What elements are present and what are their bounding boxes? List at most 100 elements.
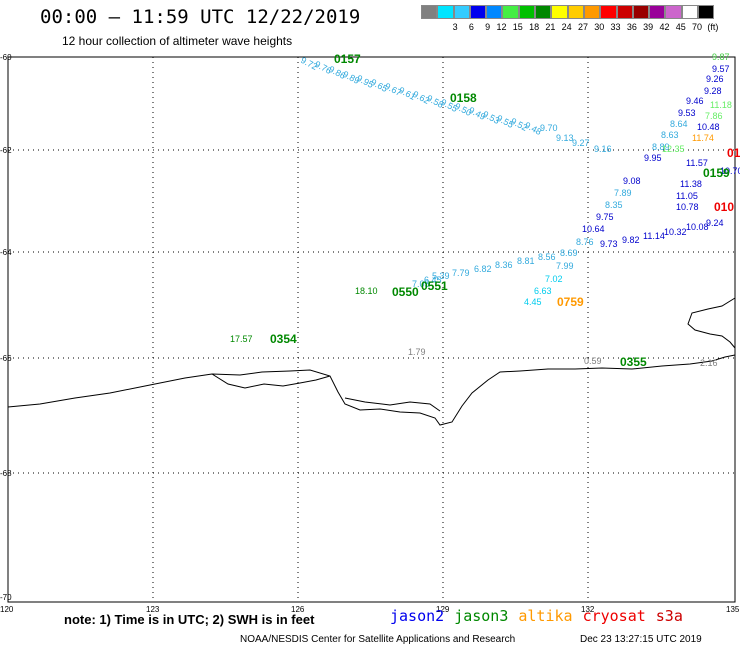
swh-value: 11.74 [692, 133, 714, 143]
swh-value: 17.57 [230, 334, 253, 344]
map-frame [7, 56, 736, 603]
lon-label: 120 [0, 605, 14, 614]
swh-value: 8.35 [605, 200, 623, 210]
swh-value: 9.24 [706, 218, 724, 228]
pass-time-label: 0158 [450, 91, 477, 105]
lat-label: -68 [0, 469, 12, 478]
swh-value: 10.64 [582, 224, 605, 234]
pass-time-label: 0759 [557, 295, 584, 309]
legend-swatch: 6 [453, 5, 474, 32]
legend-swatch: (ft) [698, 5, 718, 32]
swh-value: 6.82 [474, 264, 492, 274]
graticule [8, 57, 735, 602]
swh-value: 7.05 [412, 279, 430, 289]
swh-value: 10.48 [697, 122, 720, 132]
swh-value: 7.79 [452, 268, 470, 278]
swh-value: 0.59 [584, 356, 602, 366]
lon-label: 129 [436, 605, 450, 614]
legend-swatch: 21 [535, 5, 555, 32]
satellite-legend: jason2 jason3 altika cryosat s3a [390, 607, 693, 625]
legend-swatch: 27 [567, 5, 588, 32]
lat-label: -64 [0, 248, 12, 257]
swh-value: 9.95 [644, 153, 662, 163]
swh-value: 9.53 [678, 108, 696, 118]
swh-value: 1.79 [408, 347, 426, 357]
pass-time-label: 0550 [392, 285, 419, 299]
legend-swatch: 33 [600, 5, 621, 32]
swh-value: 11.14 [643, 231, 665, 241]
swh-value: 11.38 [680, 179, 702, 189]
swh-value: 9.82 [622, 235, 640, 245]
swh-value: 11.57 [686, 158, 708, 168]
swh-value: 7.86 [705, 111, 723, 121]
swh-value: 10.70 [720, 166, 740, 176]
swh-value: 5.39 [432, 271, 450, 281]
swh-value: 6.63 [534, 286, 552, 296]
swh-value: 11.05 [676, 191, 698, 201]
pass-time-label: 010 [714, 200, 734, 214]
swh-value: 12.35 [662, 144, 685, 154]
swh-value: 11.18 [710, 100, 732, 110]
map-subtitle: 12 hour collection of altimeter wave hei… [62, 34, 293, 48]
pass-time-label: 0157 [334, 52, 361, 66]
satellite-label-cryosat: cryosat [582, 607, 646, 625]
swh-value: 10.78 [676, 202, 699, 212]
swh-value: 9.13 [556, 133, 574, 143]
pass-time-label: 01 [727, 146, 740, 160]
legend-swatch: 30 [583, 5, 604, 32]
lat-label: -62 [0, 146, 12, 155]
swh-value: 8.81 [517, 256, 535, 266]
swh-value: 8.76 [576, 237, 594, 247]
pass-time-label: 0354 [270, 332, 297, 346]
swh-value: 6.45 [424, 275, 442, 285]
swh-value: 4.45 [524, 297, 542, 307]
swh-value: 9.28 [704, 86, 722, 96]
swh-value: 9.75 [596, 212, 614, 222]
legend-swatch: 24 [551, 5, 572, 32]
footnote: note: 1) Time is in UTC; 2) SWH is in fe… [64, 612, 315, 627]
pass-time-label: 0159 [703, 166, 730, 180]
legend-swatch: 70 [681, 5, 702, 32]
pass-time-label: 0355 [620, 355, 647, 369]
satellite-label-s3a: s3a [655, 607, 683, 625]
swh-value: 9.27 [572, 138, 590, 148]
swh-value: 9.16 [594, 144, 612, 154]
legend-swatch: 39 [632, 5, 653, 32]
pass-time-label: 0551 [421, 279, 448, 293]
swh-value: 7.99 [556, 261, 574, 271]
swh-value: 9.70 [540, 123, 558, 133]
swh-value: 8.63 [661, 130, 679, 140]
satellite-label-jason2: jason2 [390, 607, 445, 625]
lat-label: -66 [0, 354, 12, 363]
lon-label: 132 [581, 605, 595, 614]
swh-value: 10.32 [664, 227, 687, 237]
swh-value: 8.64 [670, 119, 688, 129]
lat-label: -60 [0, 53, 12, 62]
swh-value: 7.89 [614, 188, 632, 198]
credit-line: NOAA/NESDIS Center for Satellite Applica… [240, 634, 516, 645]
lon-label: 123 [146, 605, 160, 614]
swh-value: 7.02 [545, 274, 563, 284]
legend-swatch: 42 [649, 5, 669, 32]
swh-value: 8.89 [652, 142, 670, 152]
satellite-label-jason3: jason3 [454, 607, 509, 625]
legend-swatch [421, 5, 438, 19]
legend-swatch: 15 [502, 5, 523, 32]
legend-swatch: 12 [486, 5, 506, 32]
swh-value: 9.57 [712, 64, 730, 74]
legend-swatch: 45 [665, 5, 686, 32]
swh-value: 18.10 [355, 286, 378, 296]
swh-value: 8.56 [538, 252, 556, 262]
legend-swatch: 9 [469, 5, 490, 32]
swh-value: 8.36 [495, 260, 513, 270]
map-title: 00:00 – 11:59 UTC 12/22/2019 [40, 6, 361, 28]
legend-swatch: 36 [616, 5, 637, 32]
coastline [7, 297, 736, 426]
lat-label: -70 [0, 593, 12, 602]
swh-value: 8.69 [560, 248, 578, 258]
swh-value: 9.26 [706, 74, 724, 84]
generated-timestamp: Dec 23 13:27:15 UTC 2019 [580, 634, 702, 645]
swh-value: 10.08 [686, 222, 709, 232]
color-legend: 3 6 9 12 15 18 21 24 27 30 33 36 39 42 4… [421, 5, 718, 32]
swh-value: 9.08 [623, 176, 641, 186]
